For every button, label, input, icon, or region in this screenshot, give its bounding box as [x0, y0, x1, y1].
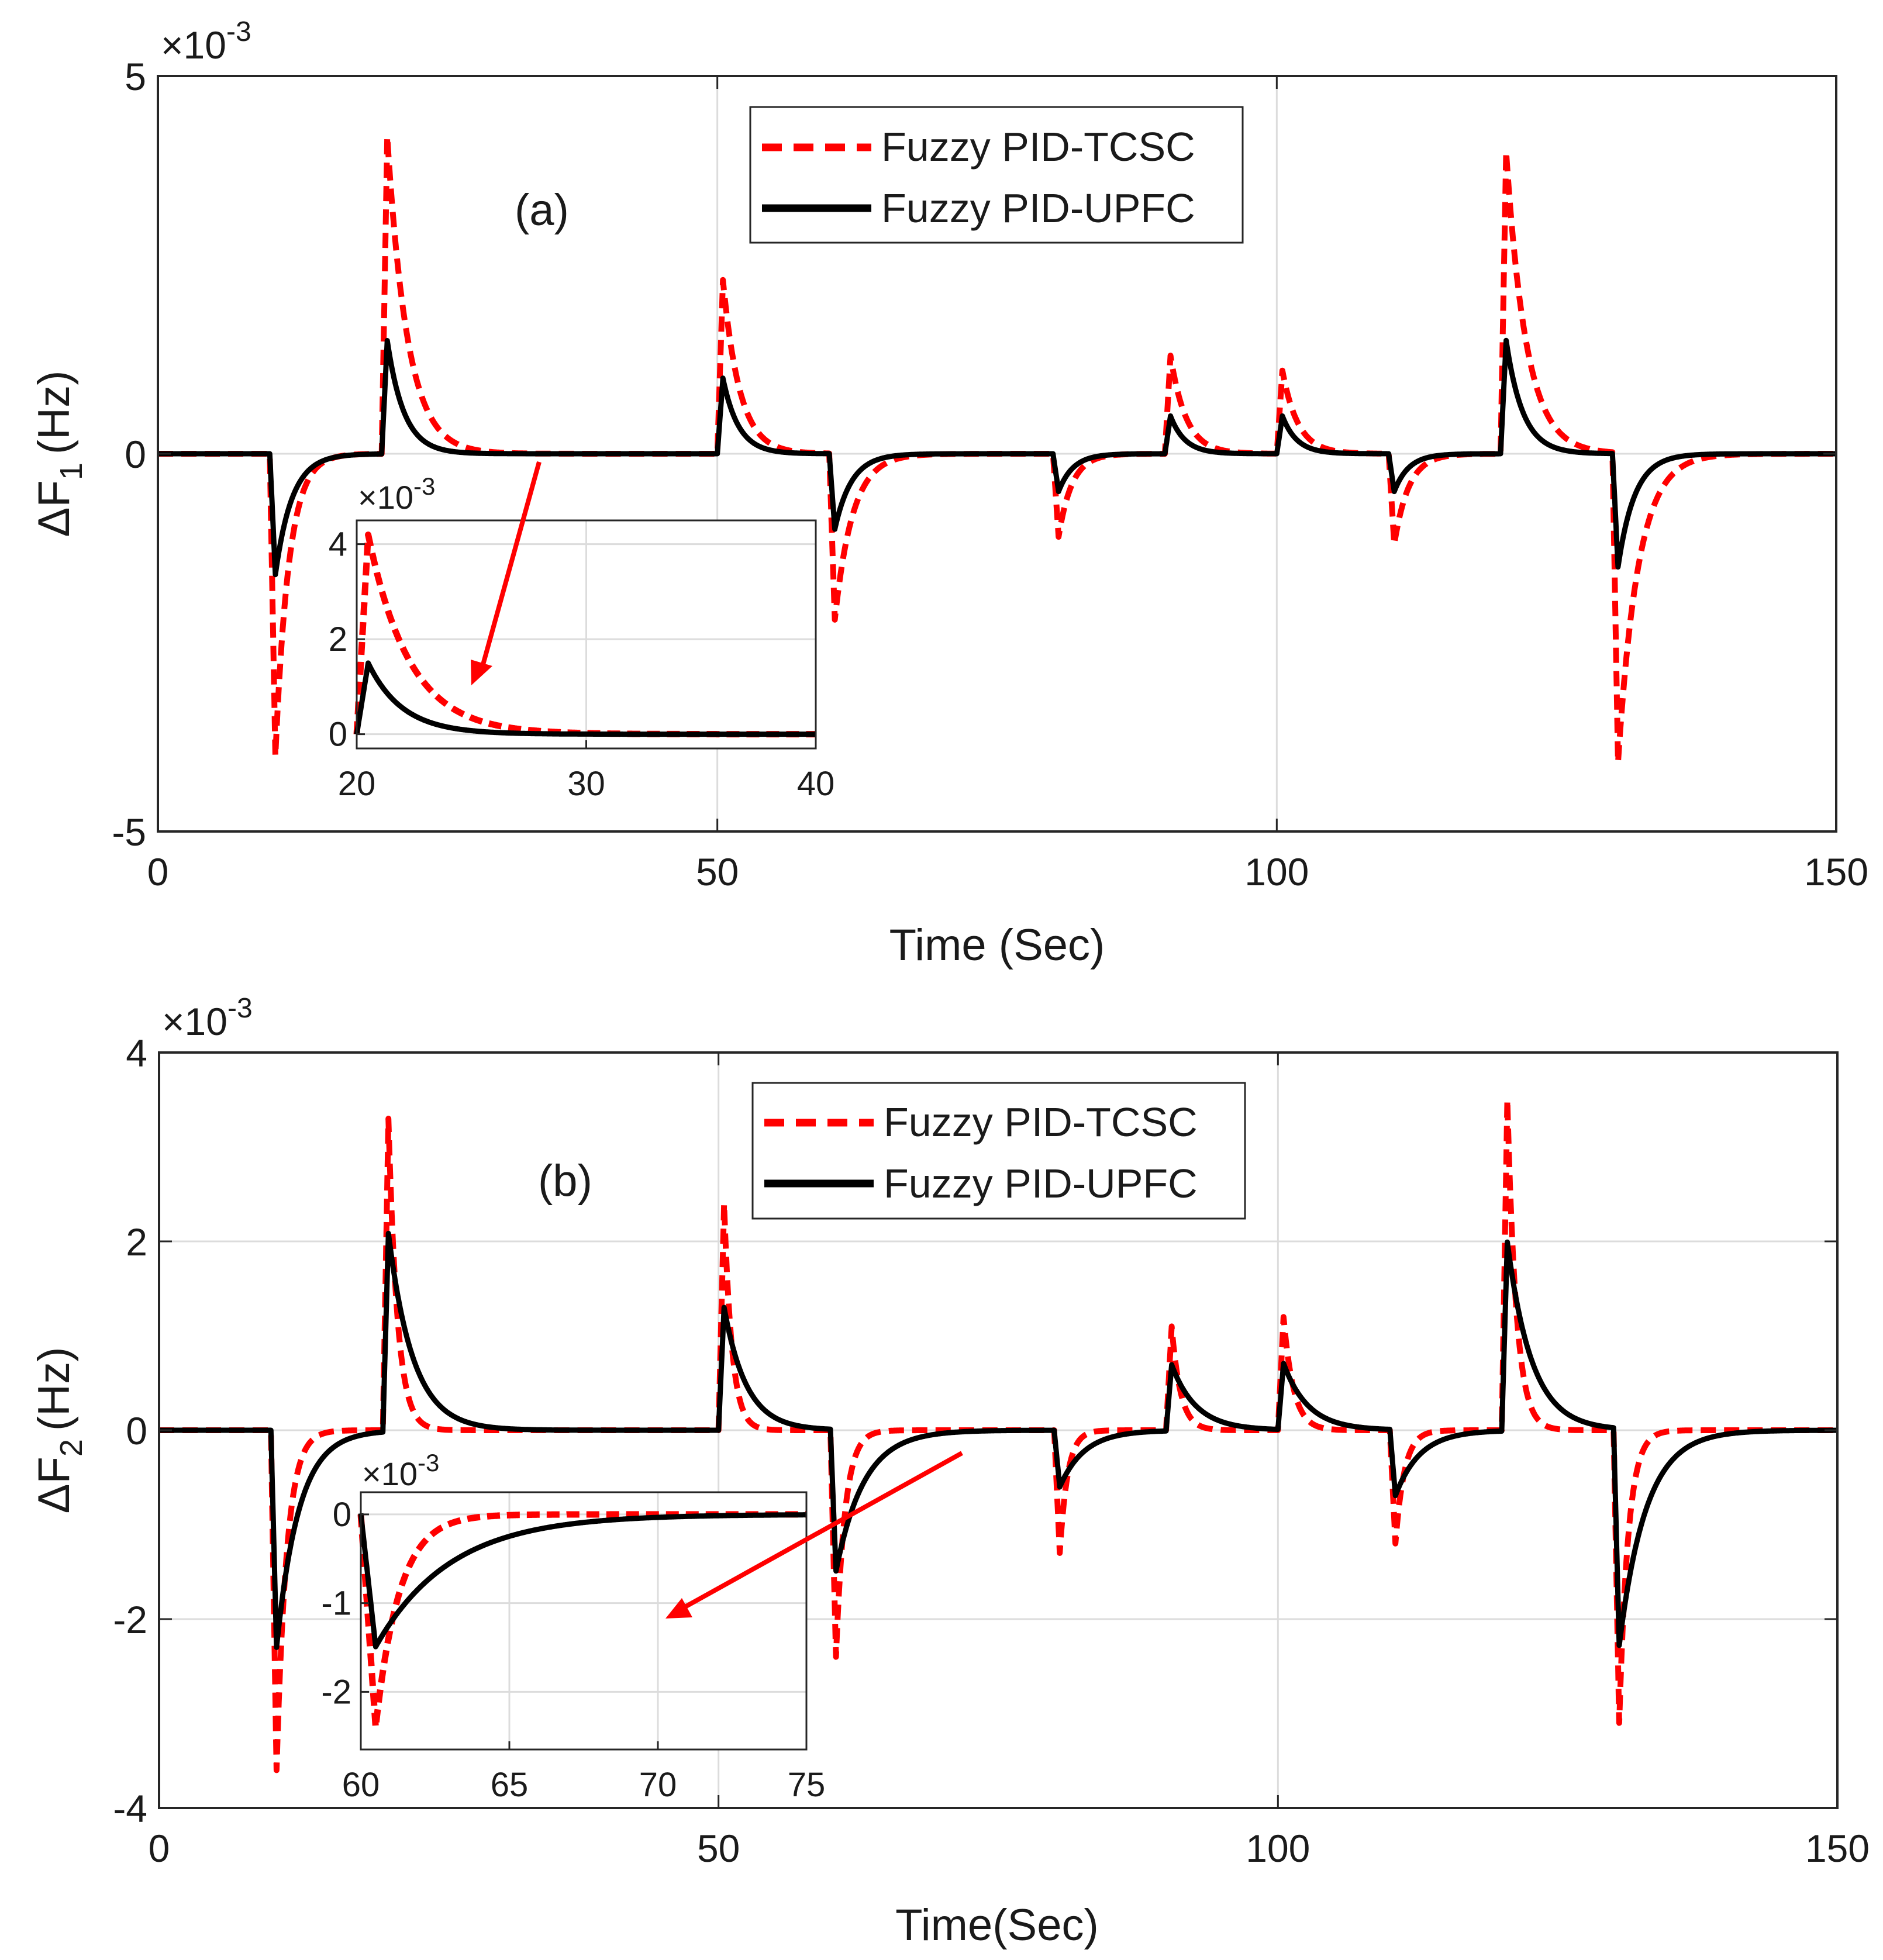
panel-a-upfc-line-group [156, 337, 1839, 578]
panel-a-exponent: ×10-3 [161, 16, 251, 67]
panel-a-exponent-base: ×10 [161, 23, 226, 67]
x-tick-label: 150 [1804, 850, 1868, 893]
panel-b-inset-exponent: ×10-3 [362, 1449, 439, 1492]
upfc-series-line [156, 337, 1839, 578]
y-tick-label: -5 [112, 810, 146, 854]
panel-b-legend: Fuzzy PID-TCSC Fuzzy PID-UPFC [751, 1082, 1246, 1220]
inset-x-tick-label: 65 [491, 1766, 529, 1804]
x-tick-label: 0 [147, 850, 169, 893]
panel-b-tcsc-line-group [157, 1096, 1840, 1773]
inset-x-tick-label: 20 [338, 765, 376, 803]
inset-x-tick-label: 40 [797, 765, 835, 803]
y-tick-label: -2 [113, 1598, 147, 1641]
inset-upfc-line [358, 1512, 809, 1650]
panel-b-exponent: ×10-3 [162, 993, 253, 1043]
panel-a-inset-exponent-power: -3 [413, 472, 435, 500]
panel-b-ylabel-sub: 2 [54, 1439, 89, 1457]
panel-b-inset-exponent-base: ×10 [362, 1455, 418, 1492]
panel-a-legend-box [749, 106, 1244, 244]
panel-b-upfc-line-group [157, 1230, 1840, 1650]
panel-b-legend-upfc-label: Fuzzy PID-UPFC [884, 1161, 1198, 1206]
y-tick-label: 2 [126, 1220, 147, 1264]
panel-b-inset: 60 65 70 75 0 -1 -2 ×10-3 [321, 1449, 825, 1804]
panel-b-ylabel-unit: (Hz) [29, 1347, 79, 1431]
inset-upfc-line [354, 660, 818, 737]
y-tick-label: -4 [113, 1787, 147, 1830]
panel-b-inset-box [360, 1491, 808, 1751]
panel-b-inset-exponent-power: -3 [418, 1449, 439, 1476]
panel-a-xlabel: Time (Sec) [889, 920, 1105, 970]
y-tick-label: 0 [125, 433, 146, 476]
panel-a: 0 50 100 150-505 ×10-3 (a) Fuzzy PID-TCSC F… [29, 16, 1868, 970]
x-tick-label: 100 [1246, 1827, 1310, 1870]
panel-a-inset-ticks: 20 30 40 0 2 4 [329, 526, 835, 803]
y-tick-label: 4 [126, 1031, 147, 1075]
panel-b-inset-lines [357, 1511, 809, 1731]
upfc-series-line [157, 1230, 1840, 1650]
inset-x-tick-label: 75 [788, 1766, 826, 1804]
inset-y-tick-label: 2 [329, 620, 347, 658]
y-tick-label: 0 [126, 1409, 147, 1452]
inset-x-tick-label: 70 [639, 1766, 677, 1804]
panel-a-ticks: 0 50 100 150-505 [112, 55, 1868, 893]
inset-y-tick-label: -2 [321, 1673, 351, 1711]
panel-b-label: (b) [538, 1156, 592, 1206]
panel-b-exponent-power: -3 [227, 993, 253, 1024]
inset-y-tick-label: 0 [333, 1496, 351, 1534]
x-tick-label: 50 [697, 1827, 740, 1870]
panel-b-zoom-arrow [665, 1451, 963, 1619]
inset-y-tick-label: 4 [329, 526, 347, 564]
inset-x-tick-label: 60 [342, 1766, 380, 1804]
panel-a-legend: Fuzzy PID-TCSC Fuzzy PID-UPFC [749, 106, 1244, 244]
panel-b-inset-area [361, 1492, 806, 1749]
panel-a-inset: 20 30 40 0 2 4 ×10-3 [329, 472, 835, 803]
panel-b-inset-ticks: 60 65 70 75 0 -1 -2 [321, 1496, 825, 1804]
panel-b-ylabel-main: ΔF [29, 1457, 79, 1513]
panel-a-zoom-arrow [471, 461, 542, 685]
panel-b-exponent-base: ×10 [162, 1000, 227, 1043]
panel-a-ylabel: ΔF1 (Hz) [29, 371, 89, 537]
panel-b-legend-tcsc-label: Fuzzy PID-TCSC [884, 1099, 1198, 1145]
x-tick-label: 150 [1805, 1827, 1870, 1870]
panel-a-inset-exponent: ×10-3 [358, 472, 435, 516]
y-tick-label: 5 [125, 55, 146, 98]
tcsc-series-line [157, 1096, 1840, 1773]
panel-a-ylabel-sub: 1 [54, 463, 89, 480]
x-tick-label: 100 [1244, 850, 1309, 893]
panel-a-legend-tcsc-label: Fuzzy PID-TCSC [881, 124, 1195, 170]
inset-y-tick-label: 0 [329, 716, 347, 754]
inset-x-tick-label: 30 [567, 765, 605, 803]
panel-a-ylabel-main: ΔF [29, 480, 79, 537]
x-tick-label: 50 [696, 850, 739, 893]
panel-b-ticks: 0 50 100 150 -4 -2 0 2 4 [113, 1031, 1870, 1870]
panel-b-xlabel: Time(Sec) [895, 1900, 1099, 1950]
panel-b-ylabel: ΔF2 (Hz) [29, 1347, 89, 1514]
panel-a-ylabel-unit: (Hz) [29, 371, 79, 455]
panel-a-inset-exponent-base: ×10 [358, 479, 413, 516]
inset-y-tick-label: -1 [321, 1585, 351, 1623]
panel-b-legend-box [751, 1082, 1246, 1220]
panel-a-inset-lines [353, 532, 818, 738]
panel-a-label: (a) [515, 185, 569, 235]
x-tick-label: 0 [149, 1827, 170, 1870]
panel-a-legend-upfc-label: Fuzzy PID-UPFC [881, 185, 1195, 231]
panel-a-exponent-power: -3 [226, 16, 251, 47]
